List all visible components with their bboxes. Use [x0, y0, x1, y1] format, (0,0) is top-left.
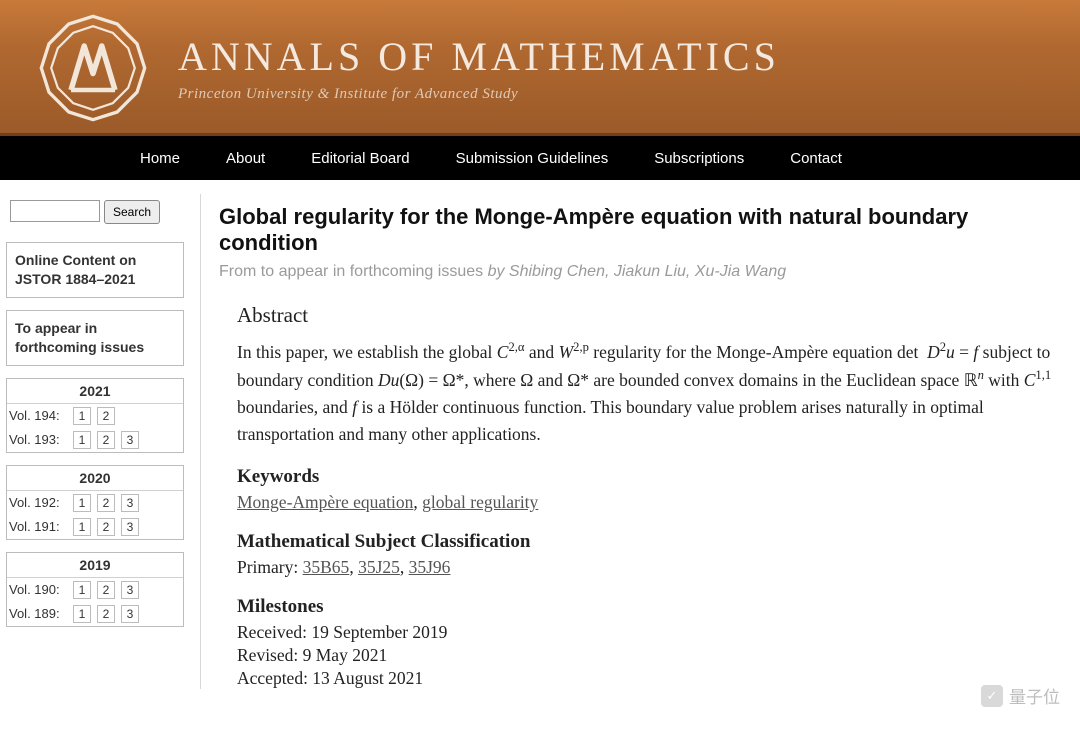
issue-link[interactable]: 2	[97, 518, 115, 536]
volume-row: Vol. 194: 12	[7, 404, 183, 428]
navbar: Home About Editorial Board Submission Gu…	[0, 136, 1080, 180]
article-meta: From to appear in forthcoming issues by …	[219, 263, 1058, 281]
volume-label: Vol. 191:	[9, 519, 69, 534]
issue-link[interactable]: 1	[73, 518, 91, 536]
nav-about[interactable]: About	[226, 150, 265, 167]
msc-code-3[interactable]: 35J96	[409, 557, 451, 577]
msc-code-1[interactable]: 35B65	[303, 557, 350, 577]
issue-link[interactable]: 2	[97, 431, 115, 449]
watermark-icon: ✓	[981, 685, 1003, 707]
watermark: ✓ 量子位	[981, 683, 1060, 708]
years-container: 2021Vol. 194:12Vol. 193:1232020Vol. 192:…	[6, 378, 184, 639]
volume-label: Vol. 190:	[9, 582, 69, 597]
journal-title: ANNALS OF MATHEMATICS	[178, 33, 780, 80]
issue-link[interactable]: 1	[73, 581, 91, 599]
abstract-body: In this paper, we establish the global C…	[237, 338, 1058, 448]
msc-heading: Mathematical Subject Classification	[237, 531, 1058, 553]
milestones-heading: Milestones	[237, 596, 1058, 618]
volume-label: Vol. 189:	[9, 606, 69, 621]
volume-row: Vol. 192: 123	[7, 491, 183, 515]
main-article: Global regularity for the Monge-Ampère e…	[200, 194, 1080, 689]
issue-link[interactable]: 3	[121, 431, 139, 449]
keyword-1[interactable]: Monge-Ampère equation	[237, 492, 413, 512]
banner-underline	[0, 133, 1080, 136]
issue-link[interactable]: 1	[73, 494, 91, 512]
forthcoming-line2: forthcoming issues	[15, 338, 175, 357]
volume-row: Vol. 193: 123	[7, 428, 183, 452]
issue-link[interactable]: 3	[121, 605, 139, 623]
issue-link[interactable]: 3	[121, 518, 139, 536]
keywords-heading: Keywords	[237, 466, 1058, 488]
year-header: 2020	[7, 466, 183, 491]
nav-submission-guidelines[interactable]: Submission Guidelines	[456, 150, 609, 167]
year-block-2021: 2021 Vol. 194: 12 Vol. 193: 123	[6, 378, 184, 453]
abstract-heading: Abstract	[237, 303, 1058, 328]
search-button[interactable]: Search	[104, 200, 160, 224]
volume-row: Vol. 189: 123	[7, 602, 183, 626]
forthcoming-block[interactable]: To appear in forthcoming issues	[6, 310, 184, 366]
jstor-line2: JSTOR 1884–2021	[15, 270, 175, 289]
issue-link[interactable]: 3	[121, 494, 139, 512]
milestone-accepted: Accepted: 13 August 2021	[237, 668, 1058, 689]
keyword-2[interactable]: global regularity	[422, 492, 538, 512]
banner: ANNALS OF MATHEMATICS Princeton Universi…	[0, 0, 1080, 136]
issue-link[interactable]: 2	[97, 407, 115, 425]
volume-label: Vol. 192:	[9, 495, 69, 510]
volume-row: Vol. 191: 123	[7, 515, 183, 539]
search-input[interactable]	[10, 200, 100, 222]
meta-authors: Shibing Chen, Jiakun Liu, Xu-Jia Wang	[509, 263, 786, 280]
volume-row: Vol. 190: 123	[7, 578, 183, 602]
issue-link[interactable]: 2	[97, 605, 115, 623]
sidebar: Search Online Content on JSTOR 1884–2021…	[6, 194, 184, 689]
volume-label: Vol. 193:	[9, 432, 69, 447]
issue-link[interactable]: 1	[73, 431, 91, 449]
year-block-2019: 2019 Vol. 190: 123 Vol. 189: 123	[6, 552, 184, 627]
watermark-text: 量子位	[1009, 683, 1060, 708]
meta-from: From to appear in forthcoming issues	[219, 263, 488, 280]
journal-logo	[28, 3, 158, 133]
jstor-line1: Online Content on	[15, 251, 175, 270]
nav-home[interactable]: Home	[140, 150, 180, 167]
banner-titles: ANNALS OF MATHEMATICS Princeton Universi…	[178, 33, 780, 103]
msc-prefix: Primary:	[237, 557, 303, 577]
milestone-revised: Revised: 9 May 2021	[237, 645, 1058, 666]
jstor-block[interactable]: Online Content on JSTOR 1884–2021	[6, 242, 184, 298]
milestone-received: Received: 19 September 2019	[237, 622, 1058, 643]
nav-editorial-board[interactable]: Editorial Board	[311, 150, 409, 167]
content-area: Search Online Content on JSTOR 1884–2021…	[0, 180, 1080, 689]
forthcoming-line1: To appear in	[15, 319, 175, 338]
article-title: Global regularity for the Monge-Ampère e…	[219, 204, 1058, 257]
issue-link[interactable]: 1	[73, 605, 91, 623]
meta-by: by	[488, 263, 509, 280]
year-header: 2019	[7, 553, 183, 578]
year-header: 2021	[7, 379, 183, 404]
volume-label: Vol. 194:	[9, 408, 69, 423]
search-box: Search	[6, 194, 184, 230]
nav-subscriptions[interactable]: Subscriptions	[654, 150, 744, 167]
keywords-list: Monge-Ampère equation, global regularity	[237, 492, 1058, 513]
issue-link[interactable]: 2	[97, 494, 115, 512]
issue-link[interactable]: 2	[97, 581, 115, 599]
issue-link[interactable]: 1	[73, 407, 91, 425]
msc-list: Primary: 35B65, 35J25, 35J96	[237, 557, 1058, 578]
nav-contact[interactable]: Contact	[790, 150, 842, 167]
year-block-2020: 2020 Vol. 192: 123 Vol. 191: 123	[6, 465, 184, 540]
journal-subtitle: Princeton University & Institute for Adv…	[178, 86, 780, 103]
issue-link[interactable]: 3	[121, 581, 139, 599]
msc-code-2[interactable]: 35J25	[358, 557, 400, 577]
